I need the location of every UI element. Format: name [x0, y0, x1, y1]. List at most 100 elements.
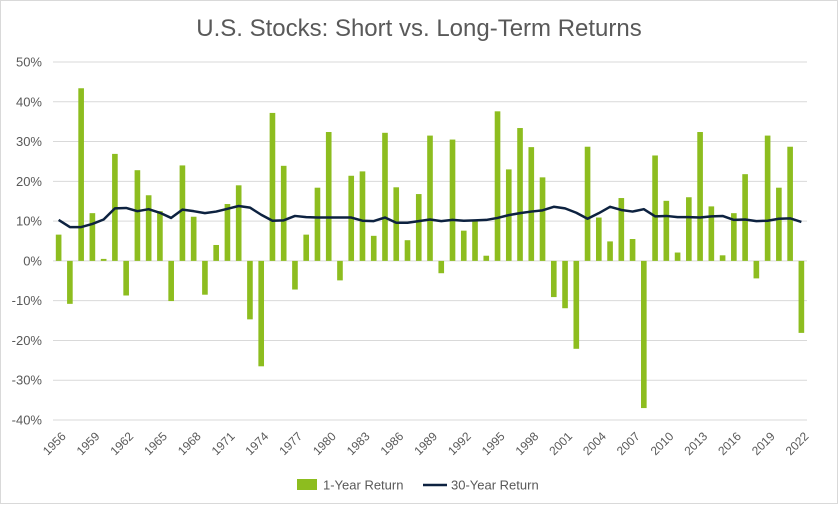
legend-label-30-year-return: 30-Year Return [451, 478, 539, 493]
x-tick-label: 1971 [209, 429, 238, 458]
bar-1-year-return [55, 234, 62, 261]
bar-1-year-return [100, 258, 107, 261]
x-tick-label: 2013 [681, 429, 710, 458]
y-tick-label: -20% [12, 333, 43, 348]
x-tick-label: 1968 [175, 429, 204, 458]
x-tick-label: 1989 [411, 429, 440, 458]
bar-1-year-return [787, 146, 793, 261]
y-axis-tick-labels: -40% -30% -20% -10% 0% 10% 20% 30% 40% 50% [12, 55, 43, 428]
x-axis-tick-labels: 1956 1959 1962 1965 1968 1971 1974 1977 1980 1983… [40, 429, 812, 458]
bar-1-year-return [224, 204, 231, 261]
bar-1-year-return [697, 132, 703, 261]
bar-1-year-return [269, 112, 276, 261]
x-tick-label: 1977 [276, 429, 305, 458]
bar-1-year-return [235, 185, 242, 261]
bar-1-year-return [764, 135, 771, 261]
bar-1-year-return [202, 260, 208, 295]
x-tick-label: 1995 [479, 429, 508, 458]
x-tick-label: 2007 [614, 429, 643, 458]
bar-1-year-return [494, 111, 501, 261]
bar-1-year-return [550, 260, 557, 298]
bar-1-year-return [258, 260, 265, 367]
bar-1-year-return [247, 260, 253, 320]
x-tick-label: 1986 [378, 429, 407, 458]
bar-1-year-return [123, 260, 129, 296]
bar-series-1-year-return [55, 88, 805, 409]
y-tick-label: 0% [23, 253, 42, 268]
x-tick-label: 2010 [648, 429, 677, 458]
x-tick-label: 1962 [107, 429, 136, 458]
bar-1-year-return [528, 147, 535, 261]
bar-1-year-return [483, 255, 490, 261]
bar-1-year-return [370, 235, 377, 261]
bar-1-year-return [584, 146, 591, 261]
bar-1-year-return [337, 260, 343, 281]
bar-1-year-return [517, 128, 523, 261]
bar-1-year-return [719, 255, 726, 261]
y-tick-label: -40% [12, 413, 43, 428]
bar-1-year-return [157, 211, 163, 261]
line-30-year-return [57, 204, 802, 229]
bar-1-year-return [134, 170, 141, 261]
bar-1-year-return [629, 239, 636, 261]
bar-1-year-return [280, 165, 287, 261]
y-tick-label: 30% [16, 134, 42, 149]
bar-1-year-return [618, 198, 625, 261]
x-tick-label: 1992 [445, 429, 474, 458]
x-tick-label: 1998 [513, 429, 542, 458]
bar-1-year-return [753, 260, 760, 279]
bar-1-year-return [190, 216, 197, 261]
bar-1-year-return [686, 197, 692, 261]
x-tick-label: 2016 [715, 429, 744, 458]
bar-1-year-return [427, 135, 433, 261]
x-tick-label: 1983 [344, 429, 373, 458]
bar-1-year-return [179, 165, 186, 261]
x-tick-label: 2004 [580, 429, 609, 458]
bar-1-year-return [731, 213, 737, 261]
bar-1-year-return [382, 132, 388, 261]
bar-1-year-return [89, 213, 96, 261]
bar-1-year-return [393, 187, 400, 261]
chart-title: U.S. Stocks: Short vs. Long-Term Returns [196, 15, 642, 42]
bar-1-year-return [359, 171, 366, 261]
bar-1-year-return [562, 260, 568, 309]
bar-1-year-return [798, 260, 805, 333]
y-tick-label: 40% [16, 94, 42, 109]
bar-1-year-return [78, 88, 84, 261]
y-tick-label: 50% [16, 55, 42, 70]
bar-1-year-return [449, 139, 456, 261]
bar-1-year-return [607, 241, 613, 261]
bar-1-year-return [415, 194, 422, 261]
bar-1-year-return [595, 217, 602, 261]
y-tick-label: 10% [16, 214, 42, 229]
bar-1-year-return [652, 155, 658, 261]
x-tick-label: 1974 [243, 429, 272, 458]
bar-1-year-return [292, 260, 298, 290]
legend: 1-Year Return 30-Year Return [297, 478, 539, 493]
bar-1-year-return [663, 200, 670, 261]
bar-1-year-return [472, 220, 478, 261]
bar-1-year-return [742, 174, 748, 261]
bar-1-year-return [314, 187, 321, 261]
legend-swatch-1-year-return [297, 479, 317, 490]
bar-1-year-return [460, 230, 467, 261]
bar-1-year-return [438, 260, 445, 274]
bar-1-year-return [213, 244, 219, 261]
bar-1-year-return [168, 260, 174, 302]
y-tick-label: 20% [16, 174, 42, 189]
bar-1-year-return [708, 206, 715, 261]
bar-1-year-return [674, 252, 681, 261]
legend-label-1-year-return: 1-Year Return [323, 478, 403, 493]
x-tick-label: 1965 [141, 429, 170, 458]
x-tick-label: 1956 [40, 429, 69, 458]
x-tick-label: 1980 [310, 429, 339, 458]
bar-1-year-return [67, 260, 73, 304]
x-tick-label: 2022 [783, 429, 812, 458]
bar-1-year-return [776, 187, 782, 261]
y-tick-label: -30% [12, 373, 43, 388]
bar-1-year-return [325, 132, 332, 261]
x-tick-label: 2001 [546, 429, 575, 458]
bar-1-year-return [641, 260, 647, 409]
y-tick-label: -10% [12, 293, 43, 308]
